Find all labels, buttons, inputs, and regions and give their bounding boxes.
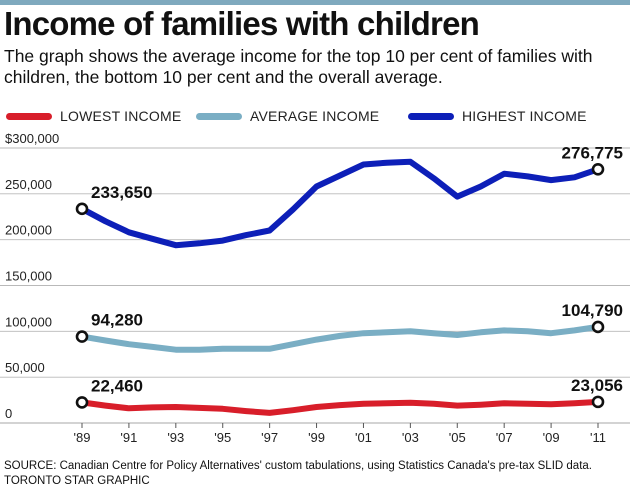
data-point-marker xyxy=(591,162,605,176)
legend-label-lowest: LOWEST INCOME xyxy=(60,108,182,124)
chart-title: Income of families with children xyxy=(4,5,480,42)
data-label: 276,775 xyxy=(562,143,623,162)
data-point-marker xyxy=(75,202,89,216)
legend-swatch-average xyxy=(196,113,242,120)
legend-label-average: AVERAGE INCOME xyxy=(250,108,380,124)
x-tick-label: '01 xyxy=(355,430,372,445)
data-label: 233,650 xyxy=(91,183,152,202)
x-tick-label: '09 xyxy=(543,430,560,445)
source-note: SOURCE: Canadian Centre for Policy Alter… xyxy=(4,460,592,472)
series-line-highest xyxy=(79,158,601,249)
data-label: 94,280 xyxy=(91,311,143,330)
x-tick-label: '97 xyxy=(261,430,278,445)
y-tick-label: 150,000 xyxy=(5,269,52,284)
x-tick-label: '95 xyxy=(214,430,231,445)
x-tick-label: '93 xyxy=(167,430,184,445)
y-tick-label: 0 xyxy=(5,406,12,421)
y-tick-label: 200,000 xyxy=(5,223,52,238)
chart-footer: SOURCE: Canadian Centre for Policy Alter… xyxy=(4,459,628,489)
series-line-lowest xyxy=(79,398,601,416)
legend-swatch-highest xyxy=(408,113,454,120)
legend-swatch-lowest xyxy=(6,113,52,120)
x-tick-label: '99 xyxy=(308,430,325,445)
x-tick-label: '11 xyxy=(590,430,606,445)
data-point-marker xyxy=(591,320,605,334)
y-tick-label: $300,000 xyxy=(5,131,59,146)
x-tick-label: '89 xyxy=(74,430,91,445)
data-point-marker xyxy=(75,330,89,343)
credit-note: TORONTO STAR GRAPHIC xyxy=(4,475,150,487)
y-tick-label: 50,000 xyxy=(5,360,45,375)
line-chart: 0 50,000 100,000 150,000 200,000 250,000 $300,… xyxy=(0,131,630,445)
data-label: 23,056 xyxy=(571,376,623,395)
top-accent-bar xyxy=(0,0,630,5)
x-tick-label: '91 xyxy=(120,430,137,445)
data-label: 22,460 xyxy=(91,376,143,395)
chart-subtitle: The graph shows the average income for t… xyxy=(4,46,593,87)
x-tick-label: '07 xyxy=(496,430,513,445)
data-label: 104,790 xyxy=(562,301,623,320)
data-point-marker xyxy=(75,396,89,409)
x-tick-label: '05 xyxy=(449,430,466,445)
data-point-marker xyxy=(591,395,605,409)
legend-label-highest: HIGHEST INCOME xyxy=(462,108,587,124)
y-tick-label: 100,000 xyxy=(5,314,52,329)
y-tick-label: 250,000 xyxy=(5,177,52,192)
x-tick-label: '03 xyxy=(402,430,419,445)
series-line-average xyxy=(79,323,601,353)
